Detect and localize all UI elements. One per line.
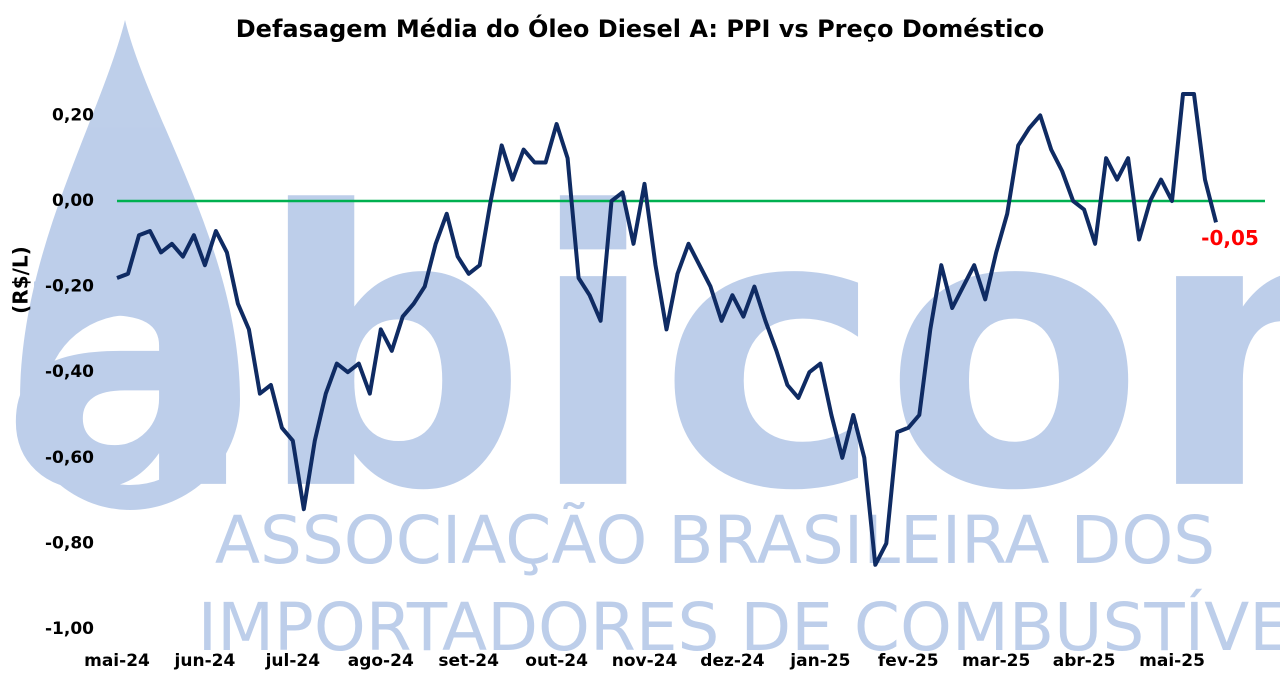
x-tick-label: abr-25: [1053, 651, 1116, 671]
y-axis-label: (R$/L): [9, 246, 33, 314]
watermark-text: ASSOCIAÇÃO BRASILEIRA DOS: [215, 502, 1215, 579]
watermark: abicom ASSOCIAÇÃO BRASILEIRA DOS IMPORTA…: [0, 20, 1280, 666]
y-tick-label: 0,00: [52, 191, 94, 211]
x-tick-label: mai-24: [84, 651, 150, 671]
x-tick-label: jan-25: [789, 651, 850, 671]
x-tick-label: nov-24: [612, 651, 678, 671]
data-label: -0,05: [1201, 226, 1259, 250]
watermark-globe: [45, 315, 215, 485]
x-tick-label: set-24: [438, 651, 499, 671]
x-tick-label: mai-25: [1139, 651, 1205, 671]
x-tick-label: ago-24: [348, 651, 414, 671]
y-tick-label: -0,80: [45, 533, 94, 553]
x-tick-label: dez-24: [700, 651, 764, 671]
x-tick-label: out-24: [525, 651, 588, 671]
y-tick-label: -1,00: [45, 619, 94, 639]
chart-title: Defasagem Média do Óleo Diesel A: PPI vs…: [236, 13, 1045, 43]
y-tick-label: 0,20: [52, 105, 94, 125]
x-tick-label: jul-24: [265, 651, 321, 671]
watermark-text: IMPORTADORES DE COMBUSTÍVEIS: [198, 588, 1280, 666]
y-tick-label: -0,40: [45, 362, 94, 382]
y-tick-label: -0,20: [45, 277, 94, 297]
x-tick-label: fev-25: [878, 651, 939, 671]
x-tick-label: mar-25: [962, 651, 1030, 671]
series-line: [116, 92, 1218, 567]
x-tick-label: jun-24: [174, 651, 236, 671]
y-tick-label: -0,60: [45, 448, 94, 468]
